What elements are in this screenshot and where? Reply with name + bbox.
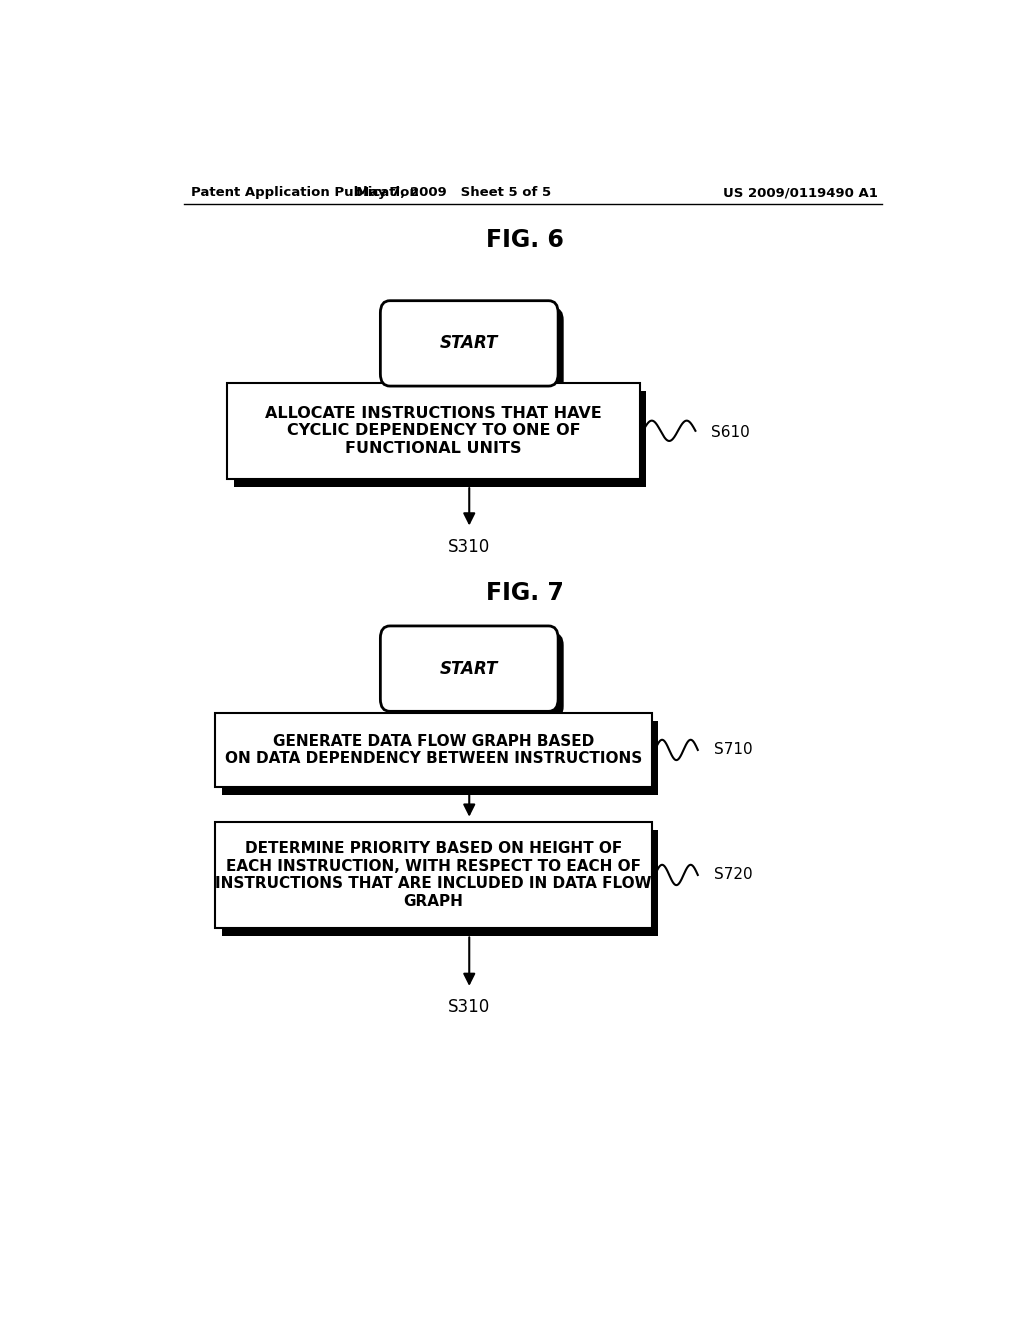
Text: GENERATE DATA FLOW GRAPH BASED
ON DATA DEPENDENCY BETWEEN INSTRUCTIONS: GENERATE DATA FLOW GRAPH BASED ON DATA D… — [225, 734, 642, 766]
Bar — [215, 821, 652, 928]
Text: S710: S710 — [714, 742, 753, 758]
Text: ALLOCATE INSTRUCTIONS THAT HAVE
CYCLIC DEPENDENCY TO ONE OF
FUNCTIONAL UNITS: ALLOCATE INSTRUCTIONS THAT HAVE CYCLIC D… — [265, 405, 602, 455]
Text: US 2009/0119490 A1: US 2009/0119490 A1 — [723, 186, 878, 199]
Text: S720: S720 — [714, 867, 753, 883]
Text: S610: S610 — [712, 425, 750, 441]
Text: S310: S310 — [449, 998, 490, 1016]
Bar — [227, 383, 640, 479]
Text: START: START — [440, 334, 499, 352]
FancyBboxPatch shape — [386, 308, 563, 393]
Bar — [215, 713, 652, 787]
FancyBboxPatch shape — [380, 301, 558, 385]
Text: FIG. 6: FIG. 6 — [485, 228, 564, 252]
FancyBboxPatch shape — [386, 634, 563, 718]
Bar — [233, 391, 646, 487]
Text: Patent Application Publication: Patent Application Publication — [191, 186, 419, 199]
Text: DETERMINE PRIORITY BASED ON HEIGHT OF
EACH INSTRUCTION, WITH RESPECT TO EACH OF
: DETERMINE PRIORITY BASED ON HEIGHT OF EA… — [215, 841, 652, 908]
Bar — [221, 830, 658, 936]
Text: START: START — [440, 660, 499, 677]
FancyBboxPatch shape — [380, 626, 558, 711]
Text: May 7, 2009   Sheet 5 of 5: May 7, 2009 Sheet 5 of 5 — [355, 186, 551, 199]
Bar — [221, 722, 658, 795]
Text: S310: S310 — [449, 537, 490, 556]
Text: FIG. 7: FIG. 7 — [485, 581, 564, 606]
